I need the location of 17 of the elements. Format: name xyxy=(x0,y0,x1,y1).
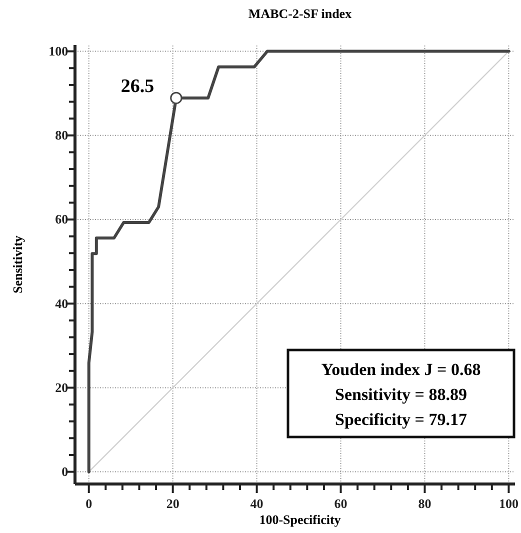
y-tick-label: 100 xyxy=(48,43,68,58)
annotation: Sensitivity = 88.89 xyxy=(335,385,467,404)
annotation: 26.5 xyxy=(120,76,154,97)
x-tick-label: 60 xyxy=(334,496,348,511)
x-tick-label: 40 xyxy=(250,496,264,511)
x-tick-label: 20 xyxy=(166,496,180,511)
y-tick-label: 40 xyxy=(55,296,68,311)
y-tick-label: 20 xyxy=(55,380,68,395)
x-tick-label: 100 xyxy=(498,496,518,511)
x-tick-label: 0 xyxy=(86,496,92,511)
chart-title: MABC-2-SF index xyxy=(248,6,352,21)
x-axis-title: 100-Specificity xyxy=(259,512,342,527)
x-tick-label: 80 xyxy=(418,496,432,511)
y-axis-title: Sensitivity xyxy=(10,235,25,294)
y-tick-label: 80 xyxy=(55,128,68,143)
annotation: Youden index J = 0.68 xyxy=(321,360,481,379)
annotation: Specificity = 79.17 xyxy=(335,410,468,429)
